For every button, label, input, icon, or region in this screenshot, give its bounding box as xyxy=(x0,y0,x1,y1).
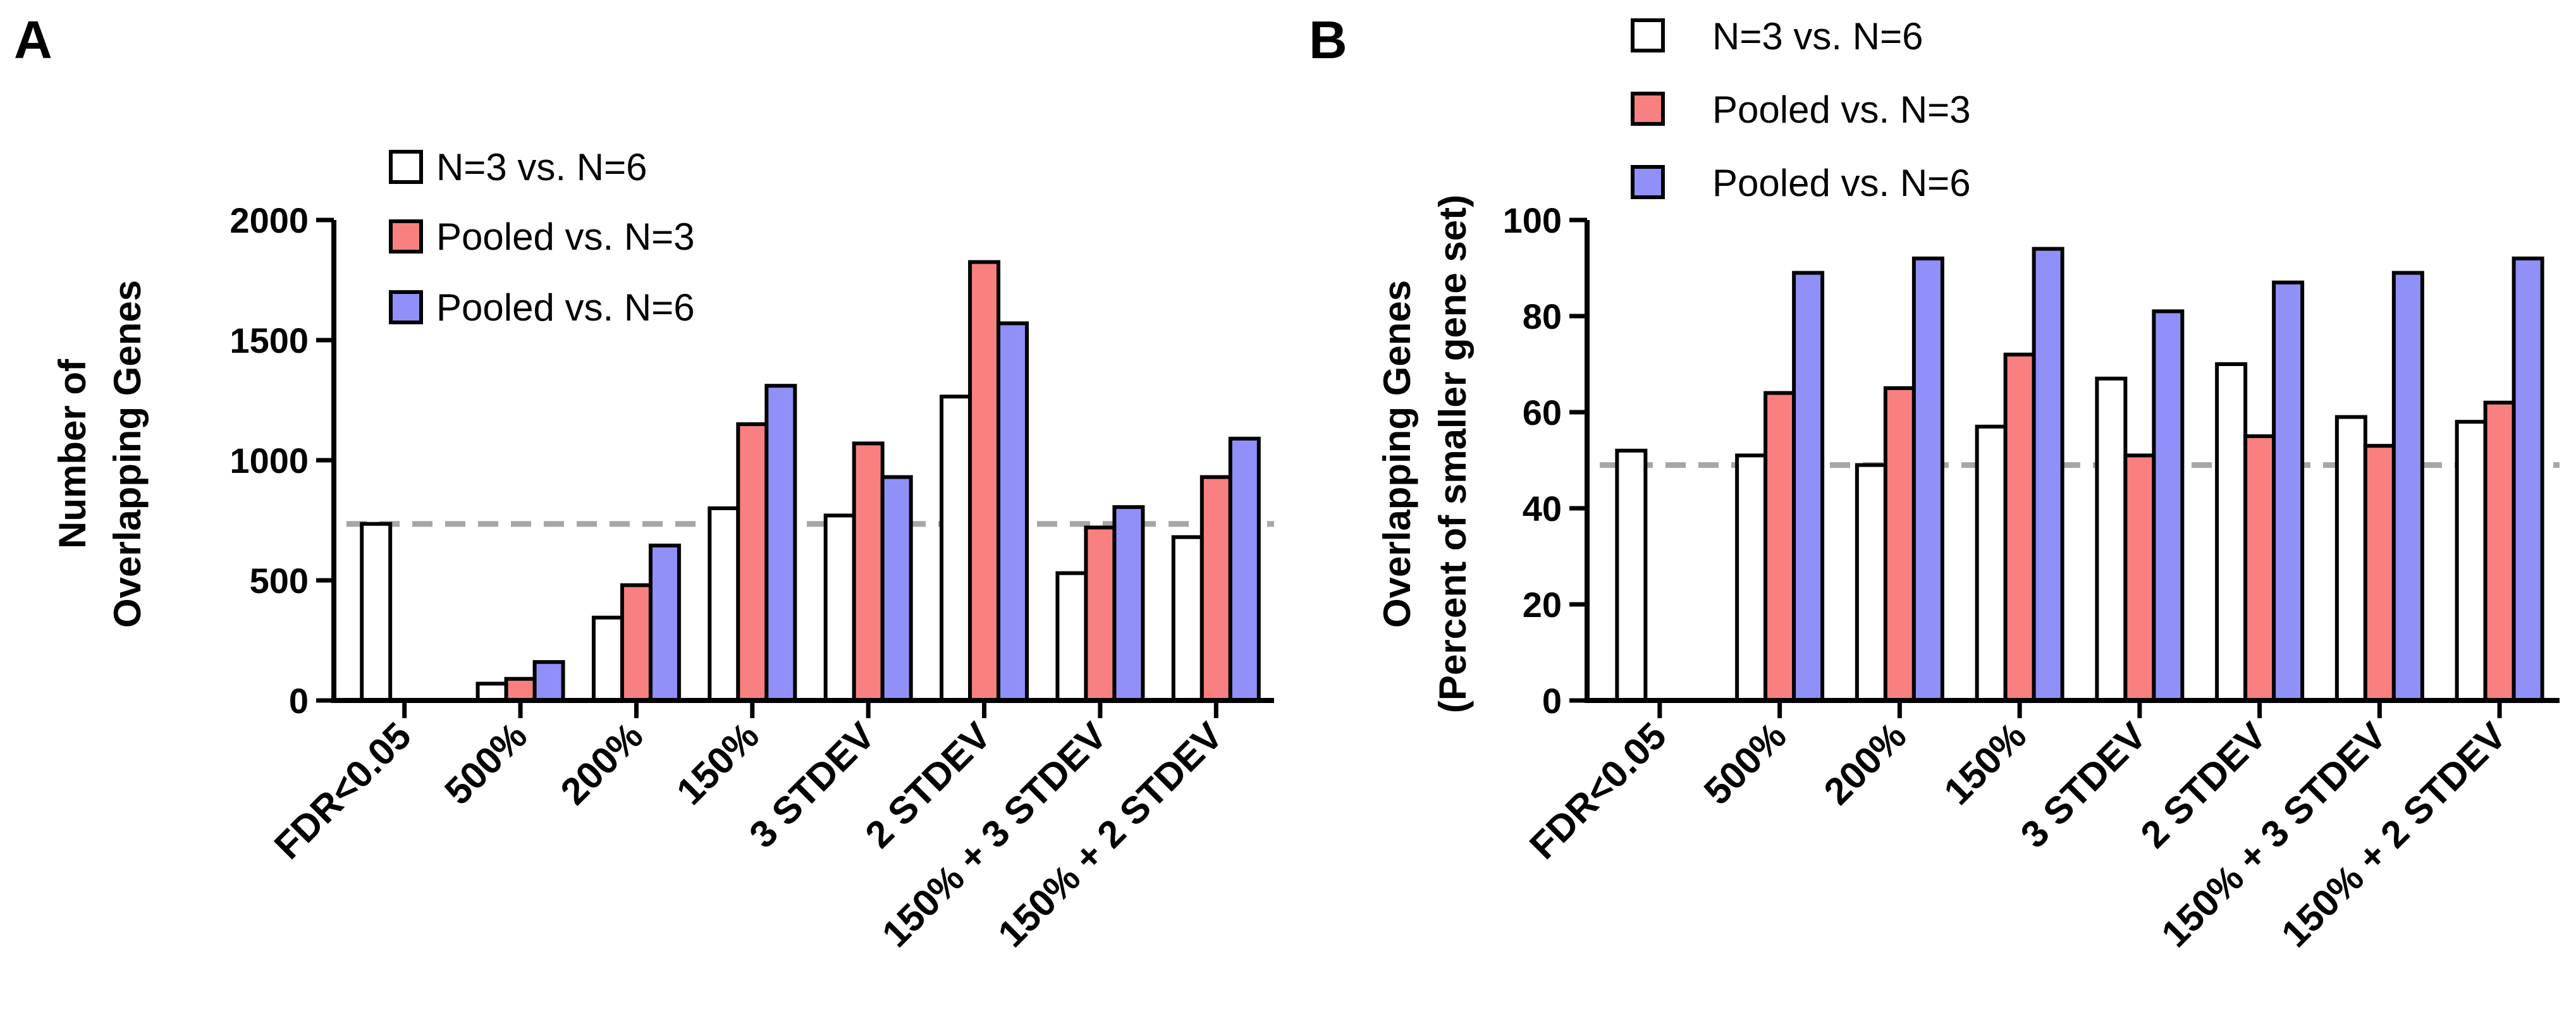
legend-a-label-n3-vs-n6: N=3 vs. N=6 xyxy=(436,146,647,188)
panel-a-bar-7-2 xyxy=(1228,436,1261,702)
panel-b-bars xyxy=(1600,247,2560,703)
panel-a-bar-0-0 xyxy=(360,522,393,702)
panel-a-bar-2-2 xyxy=(648,543,681,703)
panel-b-bar-6-0 xyxy=(2334,415,2367,702)
panel-a-chart: A N=3 vs. N=6 Pooled vs. N=3 Pooled vs. … xyxy=(14,10,1274,955)
panel-a-bar-3-2 xyxy=(764,384,797,702)
panel-b-bar-4-0 xyxy=(2095,376,2128,702)
legend-a-swatch-n3-vs-n6 xyxy=(389,150,423,184)
panel-a-bar-5-0 xyxy=(940,394,972,702)
panel-a-bar-2-0 xyxy=(591,615,624,703)
panel-a-y-axis-title-line2: Overlapping Genes xyxy=(106,280,149,628)
panel-b-bar-1-0 xyxy=(1735,453,1768,703)
panel-b-label: B xyxy=(1309,10,1347,70)
legend-a-swatch-pooled-vs-n6 xyxy=(389,290,423,324)
panel-a-bar-4-0 xyxy=(823,513,856,703)
legend-a-label-pooled-vs-n3: Pooled vs. N=3 xyxy=(436,216,695,258)
panel-a-category-label-6: 150% + 3 STDEV xyxy=(874,714,1115,955)
legend-b-swatch-n3-vs-n6 xyxy=(1631,18,1665,52)
panel-b-bar-1-1 xyxy=(1763,391,1796,702)
panel-b-y-tick-label-3: 60 xyxy=(1523,393,1562,432)
panel-b-category-label-4: 3 STDEV xyxy=(2013,714,2154,856)
legend-a-label-pooled-vs-n6: Pooled vs. N=6 xyxy=(436,286,695,329)
legend-b-swatch-pooled-vs-n6 xyxy=(1631,165,1665,199)
panel-a-bar-6-1 xyxy=(1084,525,1117,703)
legend-a-swatch-pooled-vs-n3 xyxy=(389,219,423,254)
panel-a-bar-7-0 xyxy=(1171,535,1204,702)
panel-b-bar-3-1 xyxy=(2003,352,2036,702)
panel-a-category-label-4: 3 STDEV xyxy=(741,714,883,856)
panel-b-bar-2-2 xyxy=(1911,256,1944,702)
panel-b-chart: B N=3 vs. N=6 Pooled vs. N=3 Pooled vs. … xyxy=(1309,10,2560,955)
panel-b-bar-0-0 xyxy=(1615,448,1648,702)
panel-b-bar-7-2 xyxy=(2512,256,2544,702)
panel-b-y-axis-title-line1: Overlapping Genes xyxy=(1376,280,1418,628)
panel-a-bar-7-1 xyxy=(1199,475,1232,702)
panel-b-bar-5-0 xyxy=(2215,362,2248,702)
panel-b-y-tick-label-1: 20 xyxy=(1523,585,1562,625)
panel-a-y-axis-title-line1: Number of xyxy=(51,358,94,549)
panel-b-bar-6-1 xyxy=(2363,444,2396,702)
panel-a-bar-5-1 xyxy=(968,260,1001,702)
panel-b-category-label-6: 150% + 3 STDEV xyxy=(2153,714,2394,955)
panel-a-bar-1-2 xyxy=(532,660,565,702)
panel-b-category-label-2: 200% xyxy=(1816,714,1915,813)
panel-a-bar-3-1 xyxy=(736,422,769,702)
panel-a-y-tick-label-4: 2000 xyxy=(230,200,309,240)
panel-a-y-ticks: 0 500 1000 1500 2000 xyxy=(230,200,1274,721)
panel-a-y-tick-label-1: 500 xyxy=(250,561,309,601)
panel-a-category-label-1: 500% xyxy=(436,714,535,813)
panel-b-y-axis-title-line2: (Percent of smaller gene set) xyxy=(1432,195,1474,713)
panel-a-bar-3-0 xyxy=(708,506,740,702)
panel-b-category-label-3: 150% xyxy=(1935,714,2034,813)
panel-a-bar-5-2 xyxy=(997,321,1029,702)
panel-b-category-label-1: 500% xyxy=(1696,714,1794,813)
panel-a-label: A xyxy=(14,10,52,70)
panel-b-bar-2-1 xyxy=(1883,386,1916,702)
panel-a-bar-1-1 xyxy=(504,676,537,703)
panel-a-y-tick-label-0: 0 xyxy=(289,681,309,721)
panel-a-category-label-2: 200% xyxy=(553,714,651,813)
panel-b-bar-7-1 xyxy=(2483,400,2516,702)
panel-b-bar-1-2 xyxy=(1792,271,1825,703)
panel-b-bar-5-1 xyxy=(2243,434,2276,702)
panel-b-y-tick-label-4: 80 xyxy=(1523,296,1562,336)
panel-a-bar-4-2 xyxy=(880,475,913,702)
panel-b-bar-6-2 xyxy=(2391,271,2424,703)
panel-a-category-label-0: FDR<0.05 xyxy=(266,714,419,867)
panel-a-bar-6-0 xyxy=(1055,571,1088,702)
panel-b-bar-2-0 xyxy=(1855,463,1887,702)
panel-a-legend: N=3 vs. N=6 Pooled vs. N=3 Pooled vs. N=… xyxy=(389,146,695,329)
panel-a-category-label-3: 150% xyxy=(668,714,767,813)
panel-a-y-tick-label-3: 1500 xyxy=(230,321,309,360)
panel-b-bar-3-0 xyxy=(1975,424,2008,702)
panel-a-bar-4-1 xyxy=(852,441,885,703)
panel-b-y-tick-label-5: 100 xyxy=(1503,200,1562,240)
legend-b-label-pooled-vs-n6: Pooled vs. N=6 xyxy=(1712,162,1971,204)
legend-b-label-pooled-vs-n3: Pooled vs. N=3 xyxy=(1712,89,1971,131)
panel-b-bar-4-2 xyxy=(2152,309,2185,702)
panel-a-category-label-7: 150% + 2 STDEV xyxy=(990,714,1230,955)
panel-b-y-tick-label-2: 40 xyxy=(1523,489,1562,529)
panel-b-bar-5-2 xyxy=(2272,280,2305,702)
legend-b-swatch-pooled-vs-n3 xyxy=(1631,92,1665,126)
panel-b-bar-4-1 xyxy=(2123,453,2156,703)
panel-b-category-label-0: FDR<0.05 xyxy=(1521,714,1674,867)
panel-b-category-label-7: 150% + 2 STDEV xyxy=(2273,714,2514,955)
panel-a-bar-2-1 xyxy=(620,583,653,702)
panel-b-y-tick-label-0: 0 xyxy=(1542,681,1562,721)
panel-b-legend: N=3 vs. N=6 Pooled vs. N=3 Pooled vs. N=… xyxy=(1631,15,1971,204)
panel-b-y-ticks: 0 20 40 60 80 100 xyxy=(1503,200,2560,721)
panel-b-bar-3-2 xyxy=(2032,247,2064,703)
panel-b-bar-7-0 xyxy=(2455,420,2487,702)
legend-b-label-n3-vs-n6: N=3 vs. N=6 xyxy=(1712,15,1923,58)
panel-a-y-tick-label-2: 1000 xyxy=(230,441,309,480)
panel-a-bars xyxy=(347,260,1274,703)
panel-a-bar-6-2 xyxy=(1112,505,1145,702)
